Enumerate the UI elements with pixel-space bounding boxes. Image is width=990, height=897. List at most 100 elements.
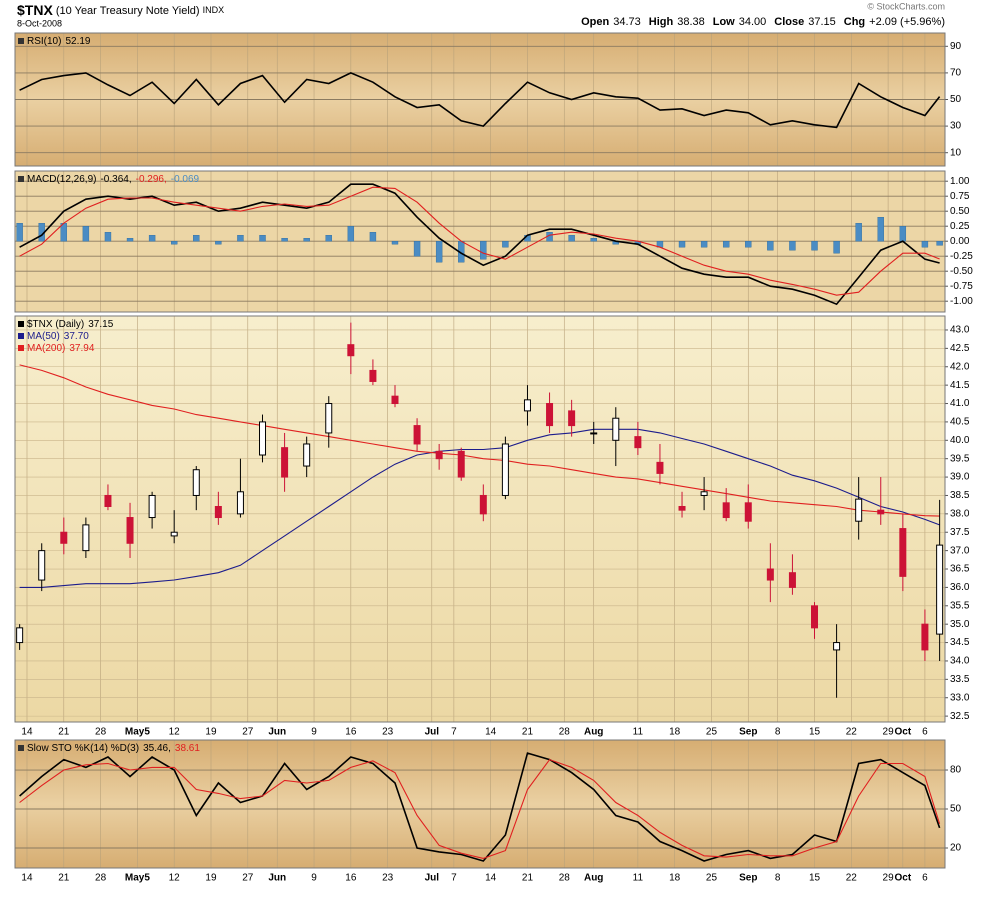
x-tick-label: 25 — [706, 727, 718, 738]
legend-icon — [18, 745, 24, 751]
stat-label: Close — [774, 16, 804, 28]
legend-text: 37.70 — [64, 331, 89, 342]
description: (10 Year Treasury Note Yield) — [56, 5, 200, 17]
stat-label: High — [649, 16, 674, 28]
histogram-bar — [281, 237, 288, 242]
stat-label: Low — [713, 16, 735, 28]
x-tick-label: 29 — [883, 873, 895, 884]
series-line — [19, 428, 940, 588]
y-tick-label: 36.0 — [950, 582, 970, 593]
x-tick-label: 14 — [485, 727, 497, 738]
candle-body — [16, 627, 24, 644]
candle-body — [38, 550, 46, 581]
candle-body — [788, 572, 796, 588]
stat-label: Open — [581, 16, 609, 28]
legend-text: 37.15 — [88, 319, 113, 330]
series-line — [19, 72, 941, 129]
y-tick-label: 42.5 — [950, 343, 970, 354]
y-tick-label: 40.0 — [950, 435, 970, 446]
candle-body — [766, 568, 774, 581]
candle-body — [479, 494, 487, 515]
x-tick-label: May5 — [125, 873, 150, 884]
x-tick-label: 9 — [311, 873, 317, 884]
x-tick-label: Sep — [739, 727, 757, 738]
x-tick-label: 14 — [21, 727, 33, 738]
legend-icon — [18, 345, 24, 351]
legend-text: $TNX (Daily) — [27, 319, 84, 330]
panel-background — [15, 316, 945, 722]
y-tick-label: 33.5 — [950, 674, 970, 685]
histogram-bar — [767, 240, 774, 251]
x-tick-label: Aug — [584, 873, 603, 884]
legend-icon — [18, 38, 24, 44]
histogram-bar — [899, 225, 907, 242]
y-tick-label: 37.5 — [950, 527, 970, 538]
candle-body — [82, 524, 90, 552]
candle-body — [413, 425, 421, 445]
candle-body — [899, 528, 907, 577]
x-tick-label: 12 — [169, 727, 181, 738]
y-tick-label: 34.5 — [950, 637, 970, 648]
histogram-bar — [413, 240, 421, 257]
histogram-bar — [921, 240, 929, 248]
panel-background — [15, 740, 945, 868]
series-line — [19, 752, 941, 862]
legend-text: -0.296, — [136, 174, 167, 185]
x-tick-label: Jun — [268, 727, 286, 738]
legend-text: -0.069 — [171, 174, 200, 185]
x-tick-label: 14 — [21, 873, 33, 884]
legend-entry: MA(200) 37.94 — [27, 343, 95, 354]
x-tick-label: 8 — [775, 873, 781, 884]
panel-border — [14, 170, 946, 313]
watermark: © StockCharts.com — [867, 1, 945, 11]
y-tick-label: 30 — [950, 121, 962, 132]
y-tick-label: 0.50 — [950, 206, 970, 217]
x-tick-label: 21 — [58, 873, 70, 884]
candle-body — [369, 369, 377, 382]
candle-body — [214, 505, 222, 519]
candle-body — [523, 399, 531, 412]
y-tick-label: 0.25 — [950, 221, 970, 232]
x-tick-label: 19 — [205, 727, 217, 738]
plot-area: 10 30 50 70 90 RSI(10) 52.19 -1.00 -0.75 -0.50 -0.… — [14, 32, 973, 884]
header-line: $TNX (10 Year Treasury Note Yield) INDX — [17, 2, 224, 18]
histogram-bar — [148, 234, 156, 242]
y-tick-label: 36.5 — [950, 564, 970, 575]
y-tick-label: 10 — [950, 147, 962, 158]
histogram-bar — [104, 231, 112, 242]
candle-body — [259, 421, 267, 456]
x-tick-label: Jul — [425, 873, 440, 884]
histogram-bar — [126, 237, 134, 242]
histogram-bar — [215, 240, 222, 245]
y-tick-label: 39.0 — [950, 472, 970, 483]
histogram-bar — [745, 240, 752, 248]
x-tick-label: 22 — [846, 727, 858, 738]
stat-value: +2.09 (+5.96%) — [869, 16, 945, 28]
x-tick-label: Jun — [268, 873, 286, 884]
y-tick-label: 43.0 — [950, 325, 970, 336]
legend-icon — [18, 333, 24, 339]
y-tick-label: 80 — [950, 765, 962, 776]
histogram-bar — [502, 240, 509, 248]
candle-body — [281, 447, 289, 478]
y-tick-label: 0.00 — [950, 236, 970, 247]
candle-body — [104, 494, 112, 507]
candle-body — [568, 410, 576, 427]
legend-entry: MACD(12,26,9) -0.364, -0.296, -0.069 — [27, 174, 200, 185]
legend-text: MACD(12,26,9) — [27, 174, 96, 185]
candle-body — [170, 531, 178, 537]
histogram-bar — [82, 225, 90, 242]
exchange: INDX — [203, 5, 225, 15]
candle-body — [700, 491, 708, 496]
x-tick-label: 18 — [669, 727, 681, 738]
histogram-bar — [237, 234, 244, 242]
y-tick-label: 35.5 — [950, 600, 970, 611]
panel-border — [14, 32, 946, 167]
y-tick-label: -0.25 — [950, 251, 973, 262]
x-tick-label: 27 — [242, 873, 254, 884]
candle-body — [391, 395, 399, 405]
x-tick-label: 7 — [451, 873, 457, 884]
histogram-bar — [855, 222, 862, 242]
x-tick-label: 18 — [669, 873, 681, 884]
